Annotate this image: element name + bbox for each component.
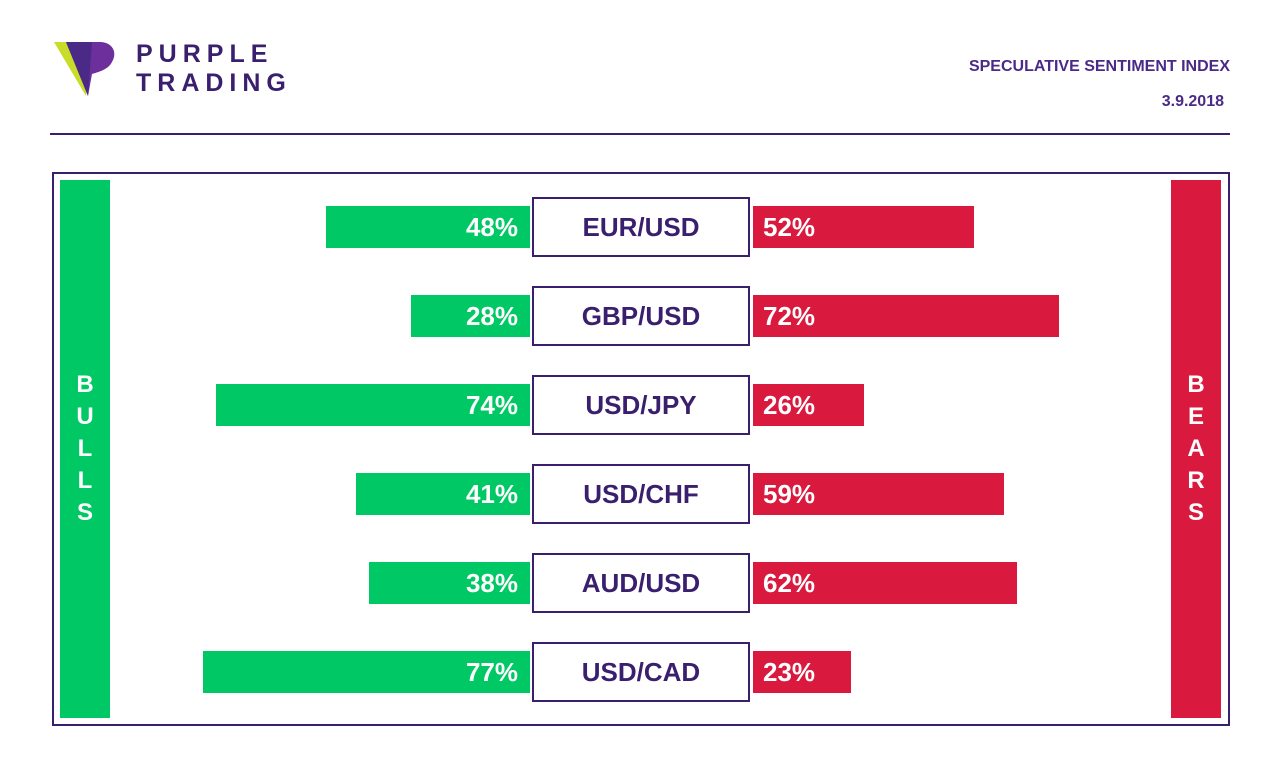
currency-pair-label: USD/CAD	[532, 642, 750, 702]
currency-pair-label: USD/CHF	[532, 464, 750, 524]
brand-logo-icon	[54, 42, 115, 96]
bulls-label-letter: L	[77, 467, 93, 494]
bear-bar: 72%	[753, 295, 1059, 337]
brand-line-1: PURPLE	[136, 40, 274, 68]
bull-bar: 48%	[326, 206, 530, 248]
bear-bar: 26%	[753, 384, 864, 426]
currency-pair-label: EUR/USD	[532, 197, 750, 257]
currency-pair-label: USD/JPY	[532, 375, 750, 435]
currency-pair-label: GBP/USD	[532, 286, 750, 346]
chart-frame	[52, 172, 1230, 726]
bear-bar: 52%	[753, 206, 974, 248]
bulls-label-letter: L	[77, 435, 93, 462]
bears-label-letter: A	[1187, 435, 1205, 462]
header-divider	[50, 133, 1230, 135]
bull-bar: 77%	[202, 651, 530, 693]
bear-bar: 23%	[753, 651, 851, 693]
bears-label-letter: R	[1187, 467, 1205, 494]
bull-bar: 41%	[355, 473, 530, 515]
page-date: 3.9.2018	[1161, 93, 1224, 110]
bears-label-letter: B	[1187, 371, 1205, 398]
bears-label-letter: E	[1187, 403, 1204, 430]
bulls-label-letter: B	[76, 371, 94, 398]
bear-bar: 62%	[753, 562, 1017, 604]
bull-bar: 28%	[411, 295, 530, 337]
brand-logo: PURPLE TRADING	[52, 40, 312, 100]
bears-label-letter: S	[1187, 499, 1204, 526]
page-title: SPECULATIVE SENTIMENT INDEX	[968, 58, 1230, 75]
bear-bar: 59%	[753, 473, 1004, 515]
brand-line-2: TRADING	[136, 69, 292, 97]
bull-bar: 74%	[215, 384, 530, 426]
bulls-label-letter: U	[76, 403, 94, 430]
bull-bar: 38%	[368, 562, 530, 604]
bulls-label-letter: S	[76, 499, 93, 526]
currency-pair-label: AUD/USD	[532, 553, 750, 613]
